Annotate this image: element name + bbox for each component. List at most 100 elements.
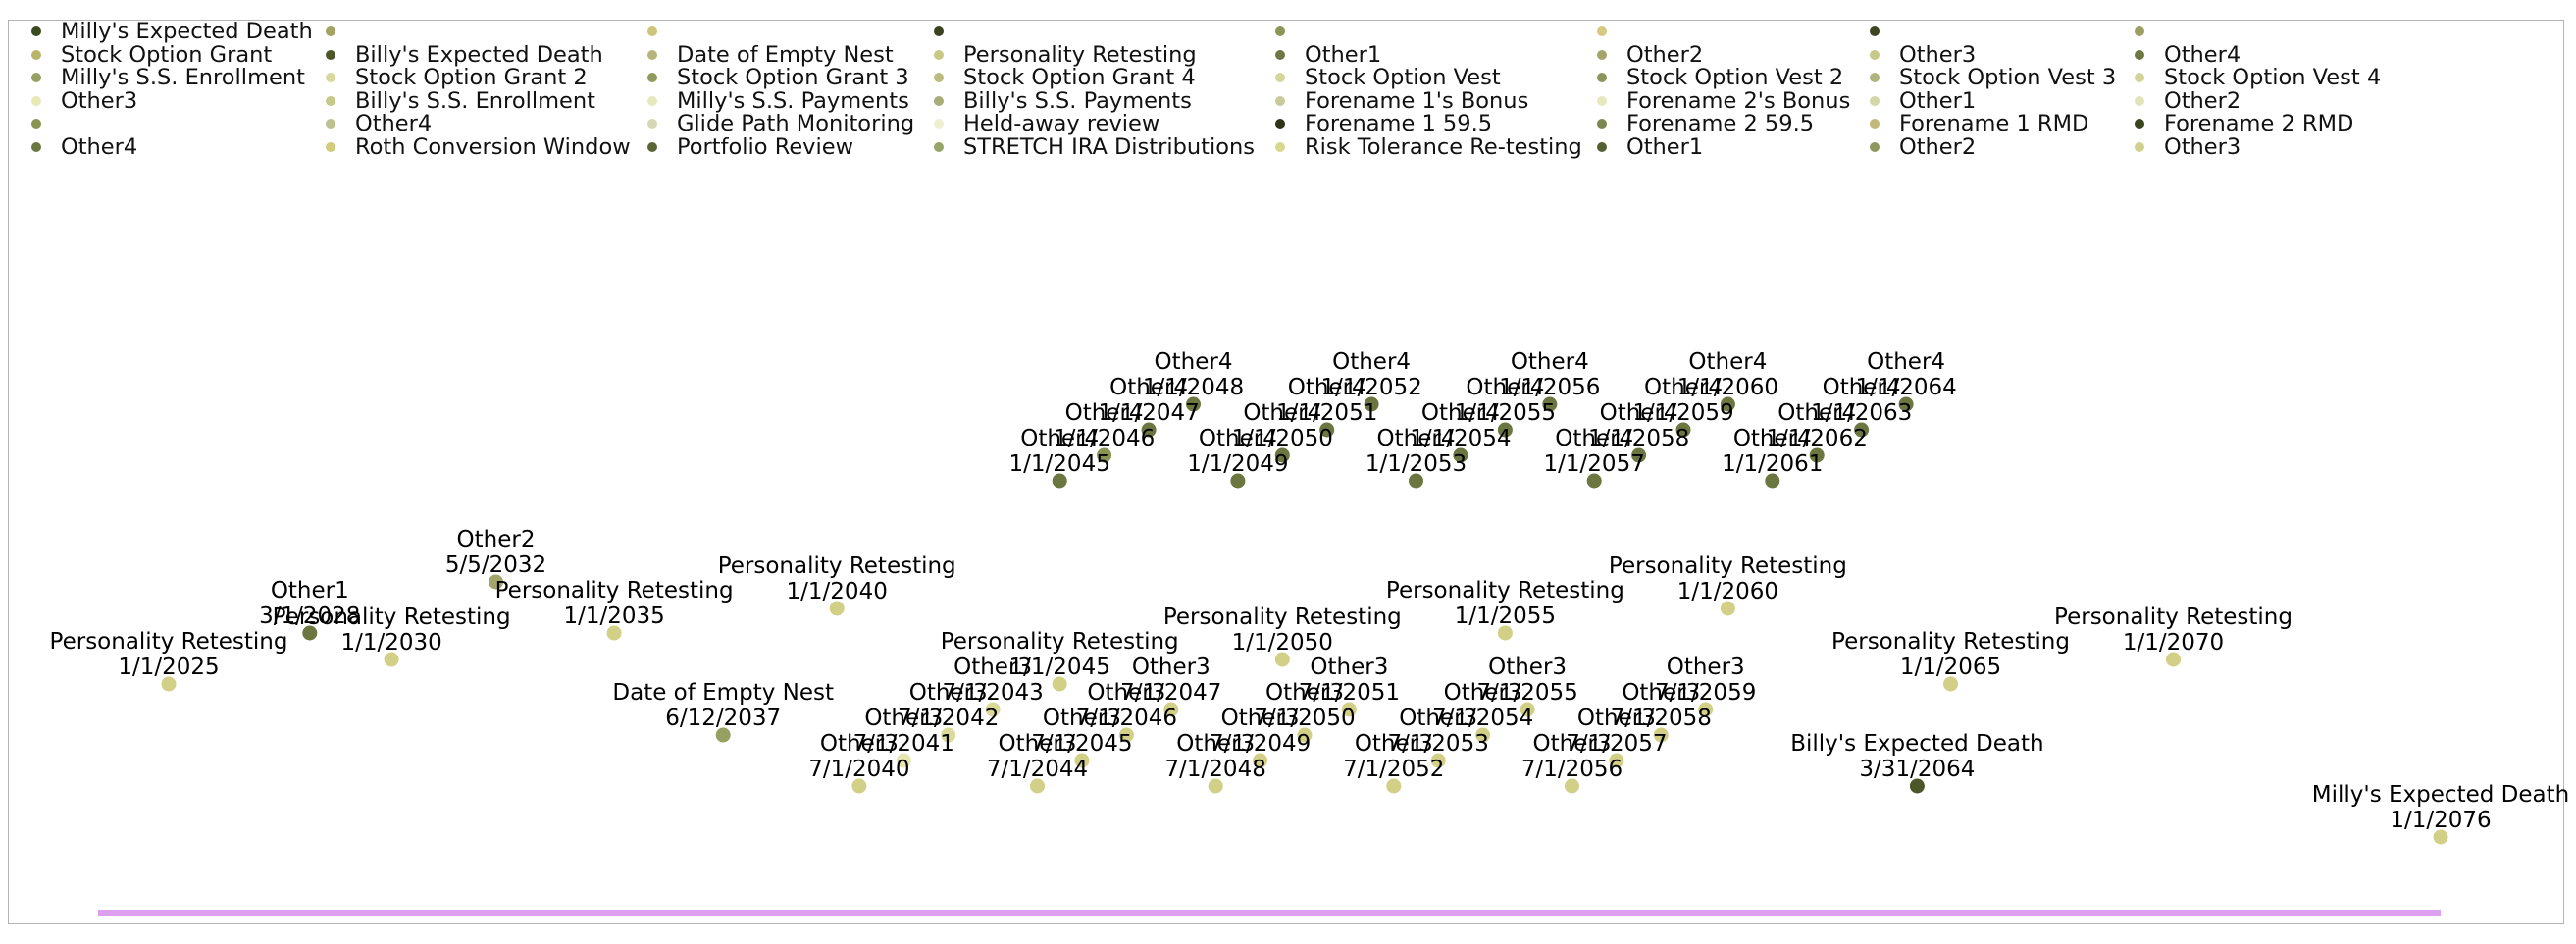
event-point[interactable] [1274, 652, 1290, 667]
event-point[interactable] [1118, 727, 1134, 743]
legend-item[interactable]: Stock Option Vest [1244, 65, 1501, 90]
event-point[interactable] [829, 601, 845, 616]
event-point[interactable] [941, 727, 956, 743]
legend-item[interactable]: Other3 [1838, 42, 1976, 68]
event-point[interactable] [489, 574, 503, 590]
legend-item[interactable]: Glide Path Monitoring [616, 111, 914, 136]
legend-item[interactable]: Stock Option Grant 4 [902, 65, 1196, 90]
legend-item[interactable]: Other1 [1566, 134, 1703, 160]
event-point[interactable] [1230, 473, 1246, 489]
event-point[interactable] [1653, 727, 1669, 743]
event-point[interactable] [1631, 447, 1647, 463]
event-point[interactable] [606, 625, 622, 641]
event-point[interactable] [1074, 753, 1090, 768]
event-point[interactable] [1297, 727, 1313, 743]
legend-item[interactable]: Other3 [0, 88, 137, 114]
event-point[interactable] [1319, 422, 1335, 438]
event-point[interactable] [1809, 447, 1825, 463]
event-point[interactable] [1141, 422, 1157, 438]
event-point[interactable] [1386, 778, 1402, 794]
event-point[interactable] [1208, 778, 1223, 794]
event-point[interactable] [1475, 727, 1491, 743]
legend-item[interactable] [294, 20, 355, 43]
legend-item[interactable]: Held-away review [902, 111, 1159, 136]
event-point[interactable] [1253, 753, 1268, 768]
event-point[interactable] [302, 625, 318, 641]
legend-item[interactable]: Other4 [0, 134, 137, 160]
legend-item[interactable]: Forename 2's Bonus [1566, 88, 1850, 114]
legend-item[interactable]: Stock Option Grant 3 [616, 65, 909, 90]
legend-item[interactable]: Date of Empty Nest [616, 42, 894, 68]
event-point[interactable] [2166, 652, 2181, 667]
legend-item[interactable]: Risk Tolerance Re-testing [1244, 134, 1582, 160]
legend-item[interactable]: Other2 [1566, 42, 1703, 68]
legend-item[interactable]: Forename 1 59.5 [1244, 111, 1492, 136]
legend-item[interactable]: Forename 1's Bonus [1244, 88, 1528, 114]
event-point[interactable] [1720, 396, 1735, 412]
legend-item[interactable]: Stock Option Vest 4 [2103, 65, 2381, 90]
event-point[interactable] [1854, 422, 1870, 438]
event-point[interactable] [1030, 778, 1045, 794]
legend-item[interactable]: Other1 [1838, 88, 1976, 114]
legend-item[interactable]: Billy's Expected Death [294, 42, 603, 68]
legend-item[interactable]: Personality Retesting [902, 42, 1197, 68]
legend-item[interactable] [2103, 20, 2164, 43]
event-point[interactable] [1364, 396, 1379, 412]
event-point[interactable] [851, 778, 867, 794]
legend-item[interactable]: STRETCH IRA Distributions [902, 134, 1255, 160]
event-point[interactable] [1675, 422, 1691, 438]
legend-item[interactable]: Other1 [1244, 42, 1381, 68]
event-point[interactable] [1097, 447, 1112, 463]
legend-item[interactable] [1838, 20, 1899, 43]
event-point[interactable] [1186, 396, 1201, 412]
legend-item[interactable]: Stock Option Vest 2 [1566, 65, 1843, 90]
legend-item[interactable]: Milly's S.S. Enrollment [0, 65, 305, 90]
legend-item[interactable]: Other2 [2103, 88, 2241, 114]
legend-item[interactable]: Roth Conversion Window [294, 134, 631, 160]
legend-item[interactable]: Other2 [1838, 134, 1976, 160]
legend-item[interactable]: Stock Option Grant [0, 42, 272, 68]
event-point[interactable] [1163, 702, 1179, 717]
event-point[interactable] [896, 753, 911, 768]
event-point[interactable] [1453, 447, 1468, 463]
event-point[interactable] [1609, 753, 1624, 768]
event-point[interactable] [1909, 778, 1925, 794]
event-point[interactable] [985, 702, 1001, 717]
event-point[interactable] [1765, 473, 1780, 489]
legend-item[interactable]: Stock Option Vest 3 [1838, 65, 2116, 90]
legend-item[interactable] [616, 20, 677, 43]
legend-item[interactable]: Milly's S.S. Payments [616, 88, 909, 114]
legend-item[interactable]: Other3 [2103, 134, 2241, 160]
event-point[interactable] [1542, 396, 1558, 412]
event-point[interactable] [1720, 601, 1735, 616]
event-point[interactable] [384, 652, 399, 667]
legend-item[interactable]: Milly's Expected Death [0, 19, 313, 44]
event-point[interactable] [1943, 676, 1958, 692]
legend-item[interactable]: Billy's S.S. Enrollment [294, 88, 595, 114]
legend-item[interactable]: Forename 2 RMD [2103, 111, 2353, 136]
legend-item[interactable]: Portfolio Review [616, 134, 853, 160]
legend-item[interactable]: Billy's S.S. Payments [902, 88, 1192, 114]
event-point[interactable] [161, 676, 177, 692]
event-point[interactable] [1274, 447, 1290, 463]
legend-item[interactable]: Stock Option Grant 2 [294, 65, 588, 90]
event-point[interactable] [1520, 702, 1535, 717]
legend-item[interactable] [1566, 20, 1626, 43]
event-point[interactable] [1052, 473, 1067, 489]
event-point[interactable] [2433, 829, 2448, 845]
legend-item[interactable] [1244, 20, 1305, 43]
event-point[interactable] [715, 727, 731, 743]
event-point[interactable] [1698, 702, 1714, 717]
event-point[interactable] [1565, 778, 1579, 794]
event-point[interactable] [1898, 396, 1914, 412]
legend-item[interactable]: Forename 1 RMD [1838, 111, 2088, 136]
event-point[interactable] [1341, 702, 1357, 717]
legend-item[interactable] [0, 112, 61, 135]
event-point[interactable] [1430, 753, 1446, 768]
event-point[interactable] [1586, 473, 1602, 489]
legend-item[interactable]: Other4 [294, 111, 432, 136]
event-point[interactable] [1497, 625, 1513, 641]
legend-item[interactable]: Forename 2 59.5 [1566, 111, 1814, 136]
event-point[interactable] [1497, 422, 1513, 438]
event-point[interactable] [1052, 676, 1067, 692]
